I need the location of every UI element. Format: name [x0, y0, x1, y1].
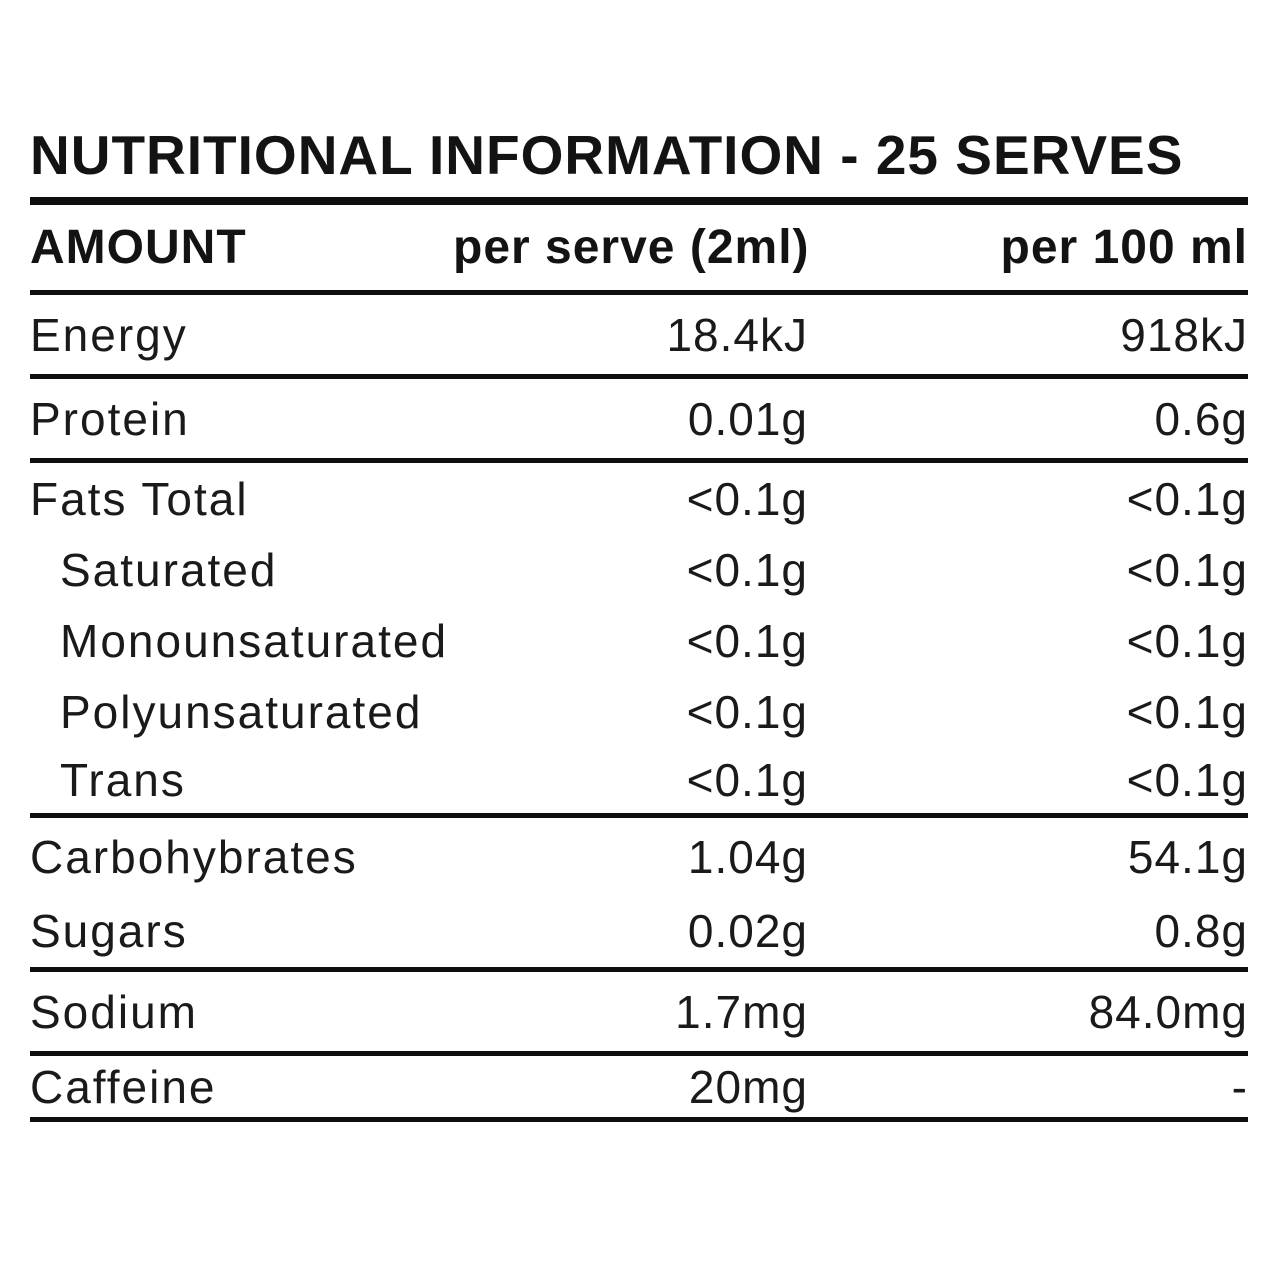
table-row-sodium: Sodium 1.7mg 84.0mg: [30, 972, 1248, 1056]
table-row-sugars: Sugars 0.02g 0.8g: [30, 895, 1248, 972]
row-per-serve-value: <0.1g: [686, 685, 808, 738]
row-label: Protein: [30, 392, 190, 445]
row-label: Sugars: [30, 905, 188, 957]
row-label: Saturated: [60, 543, 278, 596]
row-per-100ml-value: <0.1g: [1126, 754, 1248, 806]
row-per-serve-value: <0.1g: [686, 472, 808, 525]
row-label: Fats Total: [30, 472, 249, 525]
table-row-saturated: Saturated <0.1g <0.1g: [30, 534, 1248, 605]
table-row-monounsaturated: Monounsaturated <0.1g <0.1g: [30, 605, 1248, 676]
row-per-100ml-value: 54.1g: [1127, 830, 1248, 883]
row-per-100ml-value: -: [1231, 1060, 1248, 1113]
row-label: Sodium: [30, 985, 198, 1038]
row-per-100ml-value: <0.1g: [1126, 685, 1248, 738]
row-per-serve-value: 0.01g: [687, 392, 808, 445]
table-row-carbohybrates: Carbohybrates 1.04g 54.1g: [30, 818, 1248, 895]
row-label: Monounsaturated: [60, 614, 449, 667]
row-per-serve-value: 0.02g: [687, 905, 808, 957]
table-row-caffeine: Caffeine 20mg -: [30, 1056, 1248, 1122]
row-per-serve-value: 1.7mg: [675, 985, 808, 1038]
row-label: Energy: [30, 308, 188, 361]
table-row-energy: Energy 18.4kJ 918kJ: [30, 295, 1248, 379]
table-row-polyunsaturated: Polyunsaturated <0.1g <0.1g: [30, 676, 1248, 747]
row-per-100ml-value: 918kJ: [1120, 308, 1248, 361]
row-per-100ml-value: <0.1g: [1126, 614, 1248, 667]
row-label: Trans: [60, 754, 186, 806]
table-row-fats-total: Fats Total <0.1g <0.1g: [30, 463, 1248, 534]
column-header-per-serve: per serve (2ml): [453, 221, 808, 274]
row-per-100ml-value: <0.1g: [1126, 472, 1248, 525]
panel-title: NUTRITIONAL INFORMATION - 25 SERVES: [30, 124, 1184, 186]
row-per-100ml-value: 0.6g: [1154, 392, 1248, 445]
row-label: Caffeine: [30, 1060, 217, 1113]
row-per-100ml-value: <0.1g: [1126, 543, 1248, 596]
row-per-serve-value: <0.1g: [686, 754, 808, 806]
nutrition-panel: NUTRITIONAL INFORMATION - 25 SERVES AMOU…: [30, 128, 1248, 1122]
table-row-trans: Trans <0.1g <0.1g: [30, 747, 1248, 818]
row-label: Carbohybrates: [30, 830, 358, 883]
column-header-per-100ml: per 100 ml: [1000, 221, 1248, 274]
column-header-amount: AMOUNT: [30, 221, 247, 274]
table-row-protein: Protein 0.01g 0.6g: [30, 379, 1248, 463]
row-per-100ml-value: 84.0mg: [1088, 985, 1248, 1038]
row-per-100ml-value: 0.8g: [1154, 905, 1248, 957]
row-per-serve-value: <0.1g: [686, 614, 808, 667]
row-per-serve-value: 20mg: [688, 1060, 808, 1113]
row-per-serve-value: 18.4kJ: [666, 308, 808, 361]
row-per-serve-value: 1.04g: [687, 830, 808, 883]
table-header-row: AMOUNT per serve (2ml) per 100 ml: [30, 205, 1248, 295]
row-label: Polyunsaturated: [60, 685, 423, 738]
row-per-serve-value: <0.1g: [686, 543, 808, 596]
title-divider: [30, 197, 1248, 205]
